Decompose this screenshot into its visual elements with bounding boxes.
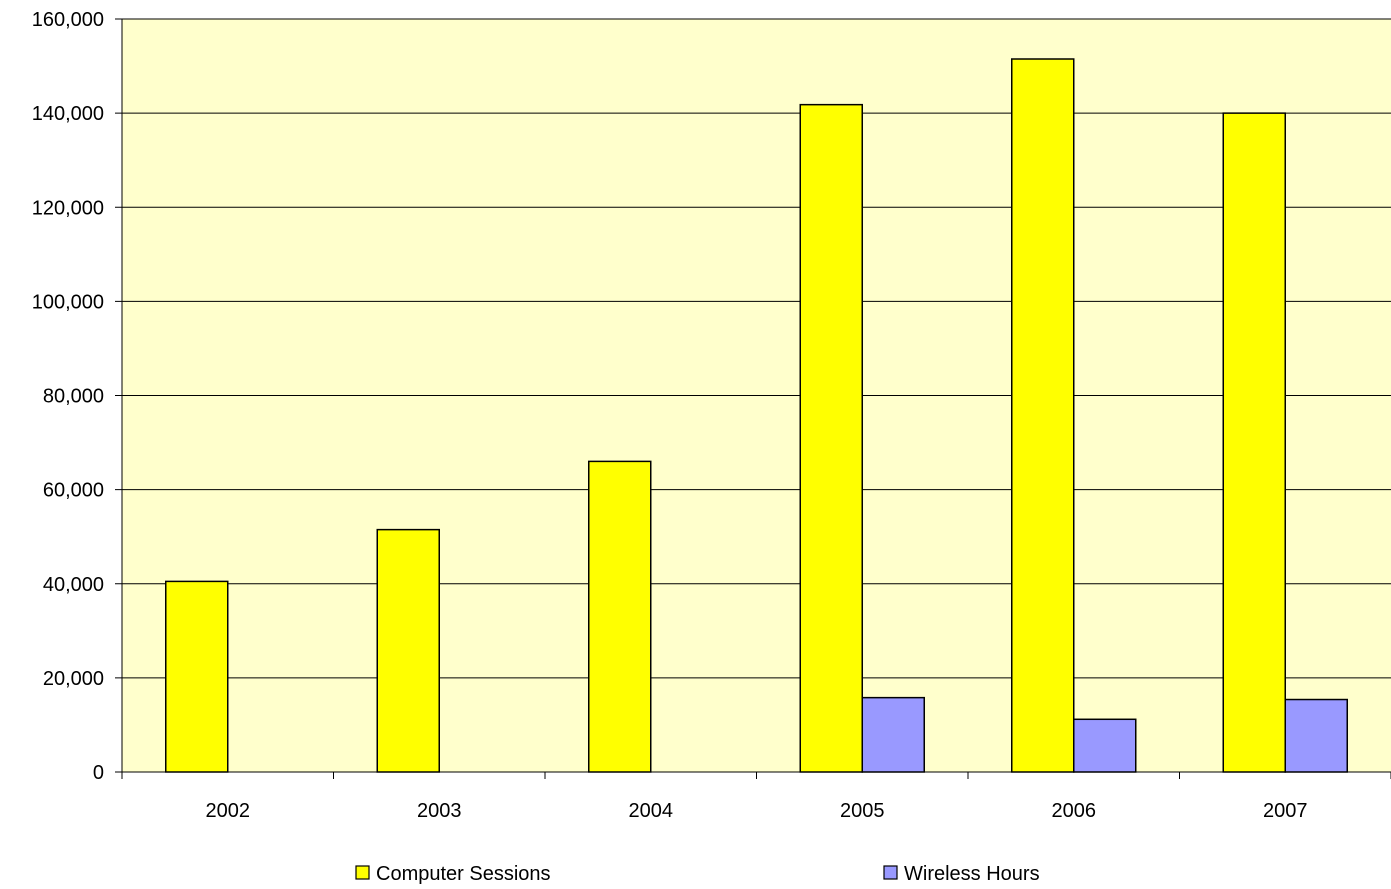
y-tick-label: 140,000	[32, 103, 104, 125]
bar-computer-sessions-2002	[165, 580, 229, 773]
y-tick-label: 80,000	[43, 386, 104, 408]
bars	[165, 58, 1348, 773]
bar-computer-sessions-2006	[1011, 58, 1075, 773]
bar-computer-sessions-2007	[1222, 112, 1286, 773]
x-tick-label: 2006	[1052, 800, 1097, 822]
x-tick-label: 2007	[1263, 800, 1308, 822]
x-axis-ticks: 2002 2003 2004 2005 2006 2007	[121, 772, 1391, 822]
x-tick-label: 2003	[417, 800, 462, 822]
bar-wireless-hours-2007	[1284, 698, 1348, 773]
legend-label: Computer Sessions	[376, 863, 551, 885]
bar-computer-sessions-2004	[588, 460, 652, 773]
bar-computer-sessions-2003	[376, 528, 440, 773]
bar-wireless-hours-2006	[1073, 718, 1137, 773]
x-tick-label: 2004	[629, 800, 674, 822]
bar-computer-sessions-2005	[799, 103, 863, 773]
y-tick-label: 100,000	[32, 291, 104, 313]
bar-wireless-hours-2005	[861, 696, 925, 773]
x-tick-label: 2002	[206, 800, 251, 822]
y-tick-label: 40,000	[43, 574, 104, 596]
gridlines	[122, 18, 1391, 679]
y-tick-label: 160,000	[32, 9, 104, 31]
legend-swatch	[355, 865, 370, 880]
y-tick-label: 120,000	[32, 197, 104, 219]
legend-label: Wireless Hours	[904, 863, 1040, 885]
x-tick-label: 2005	[840, 800, 885, 822]
legend: Computer Sessions Wireless Hours	[355, 863, 1040, 885]
y-tick-label: 60,000	[43, 480, 104, 502]
y-axis-ticks: 0 20,000 40,000 60,000 80,000 100,000 120,000 1…	[32, 9, 122, 784]
y-tick-label: 20,000	[43, 668, 104, 690]
y-tick-label: 0	[93, 762, 104, 784]
legend-swatch	[883, 865, 898, 880]
